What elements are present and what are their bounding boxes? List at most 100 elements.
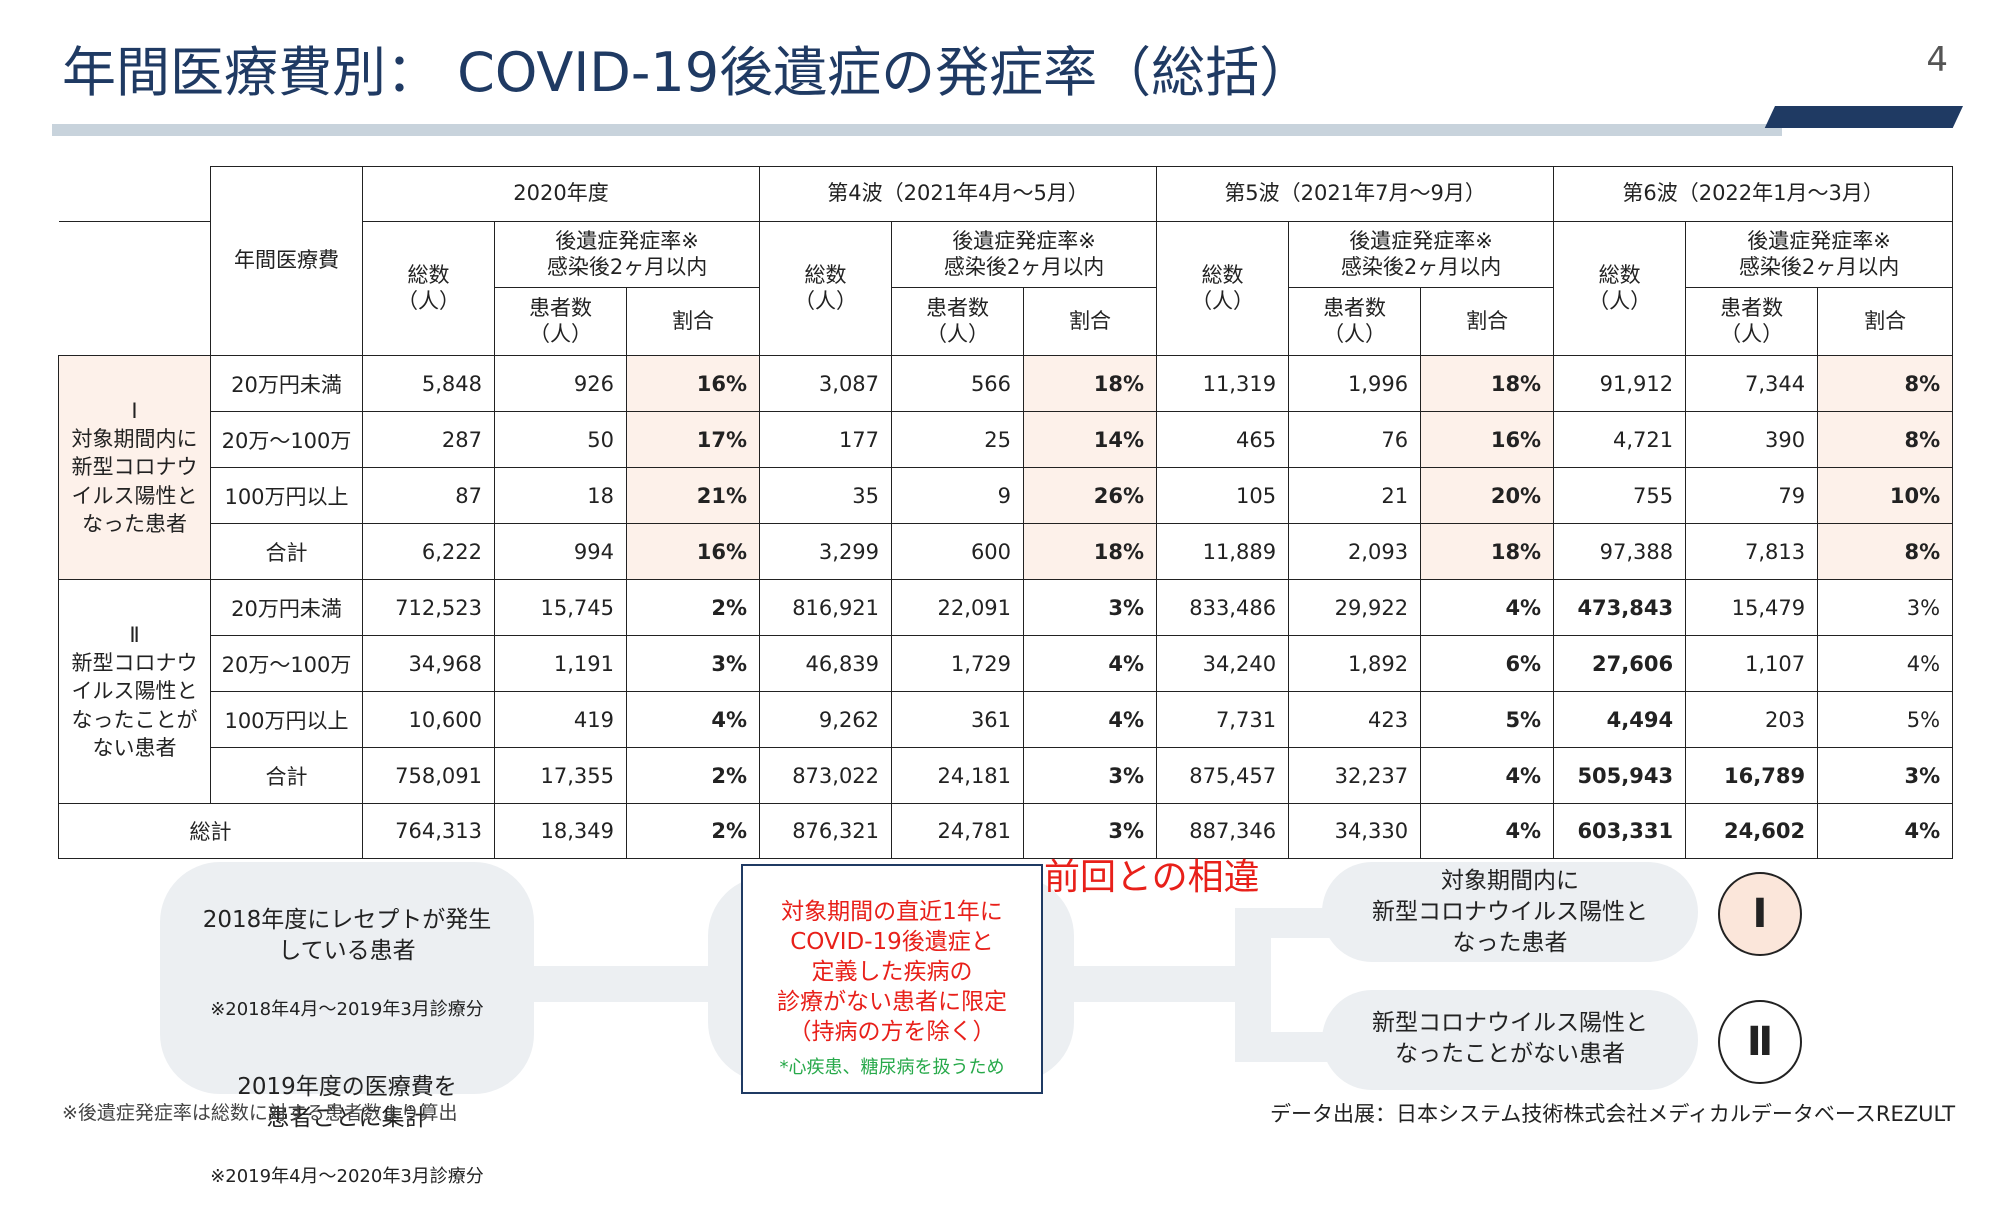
header-total: 総数 （人） xyxy=(759,221,893,356)
table-cell: 755 xyxy=(1553,467,1687,524)
table-cell: 4% xyxy=(1420,803,1555,859)
table-cell: 10,600 xyxy=(362,691,495,748)
table-cell: 14% xyxy=(1023,411,1158,468)
group1-circle: Ⅰ xyxy=(1718,872,1802,956)
table-cell: 18% xyxy=(1420,355,1555,412)
cost-category: 合計 xyxy=(210,523,363,580)
cost-category: 20万円未満 xyxy=(210,579,363,636)
group2-pill xyxy=(1322,990,1698,1090)
table-cell: 29,922 xyxy=(1288,579,1422,636)
header-period-wave4: 第4波（2021年4月～5月） xyxy=(759,166,1158,222)
page-number: 4 xyxy=(1926,40,1948,80)
group2-label: Ⅱ 新型コロナウ イルス陽性と なったことが ない患者 xyxy=(58,579,211,804)
table-cell: 20% xyxy=(1420,467,1555,524)
table-cell: 11,319 xyxy=(1156,355,1290,412)
grand-total-label: 総計 xyxy=(58,803,363,859)
cost-category: 合計 xyxy=(210,747,363,804)
header-patients: 患者数 （人） xyxy=(891,287,1025,356)
table-cell: 419 xyxy=(494,691,627,748)
table-cell: 876,321 xyxy=(759,803,893,859)
header-rate-group: 後遺症発症率※ 感染後2ヶ月以内 xyxy=(891,221,1158,288)
table-cell: 926 xyxy=(494,355,627,412)
table-cell: 5% xyxy=(1817,691,1954,748)
table-cell: 16,789 xyxy=(1685,747,1819,804)
table-row: Ⅰ 対象期間内に 新型コロナウ イルス陽性と なった患者 20万円未満 5,848 9… xyxy=(58,355,1954,580)
table-cell: 6,222 xyxy=(362,523,495,580)
table-row: 100万円以上 87 18 21% 35 9 26% 105 21 20% 755 79 10% xyxy=(59,467,1954,524)
table-cell: 16% xyxy=(625,523,761,580)
table-cell: 3% xyxy=(1023,803,1158,859)
table-cell: 3% xyxy=(1817,579,1954,636)
table-cell: 27,606 xyxy=(1553,635,1687,692)
header-ratio: 割合 xyxy=(1023,287,1158,356)
table-cell: 2% xyxy=(625,747,761,804)
table-cell: 91,912 xyxy=(1553,355,1687,412)
table-cell: 764,313 xyxy=(362,803,495,859)
group1-pill xyxy=(1322,862,1698,962)
table-row: 100万円以上 10,600 419 4% 9,262 361 4% 7,731 423 5% 4,… xyxy=(59,691,1954,748)
table-cell: 7,813 xyxy=(1685,523,1819,580)
header-patients: 患者数 （人） xyxy=(1288,287,1422,356)
table-cell: 4% xyxy=(1420,579,1555,636)
table-cell: 25 xyxy=(891,411,1025,468)
table-cell: 9 xyxy=(891,467,1025,524)
table-cell: 833,486 xyxy=(1156,579,1290,636)
table-cell: 18% xyxy=(1420,523,1555,580)
title-accent-bar xyxy=(1764,106,1963,128)
table-row: 20万～100万 287 50 17% 177 25 14% 465 76 16% 4,721 390… xyxy=(59,411,1954,468)
table-cell: 76 xyxy=(1288,411,1422,468)
table-cell: 3% xyxy=(1023,579,1158,636)
table-cell: 3% xyxy=(625,635,761,692)
table-cell: 2% xyxy=(625,803,761,859)
data-source: データ出展：日本システム技術株式会社メディカルデータベースREZULT xyxy=(1270,1102,1956,1126)
table-cell: 18,349 xyxy=(494,803,627,859)
header-total: 総数 （人） xyxy=(362,221,495,356)
group1-label: Ⅰ 対象期間内に 新型コロナウ イルス陽性と なった患者 xyxy=(58,355,211,580)
table-cell: 97,388 xyxy=(1553,523,1687,580)
exclusion-text: 対象期間の直近1年に COVID-19後遺症と 定義した疾病の 診療がない患者に… xyxy=(777,899,1007,1045)
table-cell: 32,237 xyxy=(1288,747,1422,804)
table-cell: 287 xyxy=(362,411,495,468)
table-row-grand-total: 総計 764,313 18,349 2% 876,321 24,781 3% 887,346 3… xyxy=(58,803,1954,859)
table-cell: 4% xyxy=(625,691,761,748)
header-ratio: 割合 xyxy=(1817,287,1954,356)
table-cell: 17% xyxy=(625,411,761,468)
table-cell: 816,921 xyxy=(759,579,893,636)
table-cell: 3% xyxy=(1817,747,1954,804)
difference-label: 前回との相違 xyxy=(1044,857,1260,898)
table-cell: 875,457 xyxy=(1156,747,1290,804)
table-cell: 4% xyxy=(1817,635,1954,692)
cost-category: 20万～100万 xyxy=(210,635,363,692)
table-cell: 6% xyxy=(1420,635,1555,692)
table-cell: 3,087 xyxy=(759,355,893,412)
table-cell: 22,091 xyxy=(891,579,1025,636)
table-cell: 1,191 xyxy=(494,635,627,692)
table-cell: 473,843 xyxy=(1553,579,1687,636)
table-cell: 600 xyxy=(891,523,1025,580)
cost-category: 20万円未満 xyxy=(210,355,363,412)
table-cell: 4% xyxy=(1817,803,1954,859)
exclusion-box: 対象期間の直近1年に COVID-19後遺症と 定義した疾病の 診療がない患者に… xyxy=(741,864,1043,1094)
page-title: 年間医療費別： COVID-19後遺症の発症率（総括） xyxy=(62,41,1314,104)
table-cell: 16% xyxy=(625,355,761,412)
table-cell: 8% xyxy=(1817,411,1954,468)
table-cell: 4% xyxy=(1420,747,1555,804)
header-rate-group: 後遺症発症率※ 感染後2ヶ月以内 xyxy=(1288,221,1555,288)
table-cell: 390 xyxy=(1685,411,1819,468)
table-cell: 994 xyxy=(494,523,627,580)
table-cell: 887,346 xyxy=(1156,803,1290,859)
table-cell: 505,943 xyxy=(1553,747,1687,804)
header-rate-group: 後遺症発症率※ 感染後2ヶ月以内 xyxy=(493,221,761,288)
table-cell: 18% xyxy=(1023,523,1158,580)
table-cell: 87 xyxy=(362,467,495,524)
table-cell: 105 xyxy=(1156,467,1290,524)
header-patients: 患者数 （人） xyxy=(494,287,627,356)
table-cell: 24,781 xyxy=(891,803,1025,859)
table-cell: 4% xyxy=(1023,691,1158,748)
title-underline xyxy=(52,124,1782,136)
table-cell: 5% xyxy=(1420,691,1555,748)
header-rate-group: 後遺症発症率※ 感染後2ヶ月以内 xyxy=(1685,221,1954,288)
group2-circle: Ⅱ xyxy=(1718,1000,1802,1084)
table-cell: 34,330 xyxy=(1288,803,1422,859)
table-cell: 7,344 xyxy=(1685,355,1819,412)
